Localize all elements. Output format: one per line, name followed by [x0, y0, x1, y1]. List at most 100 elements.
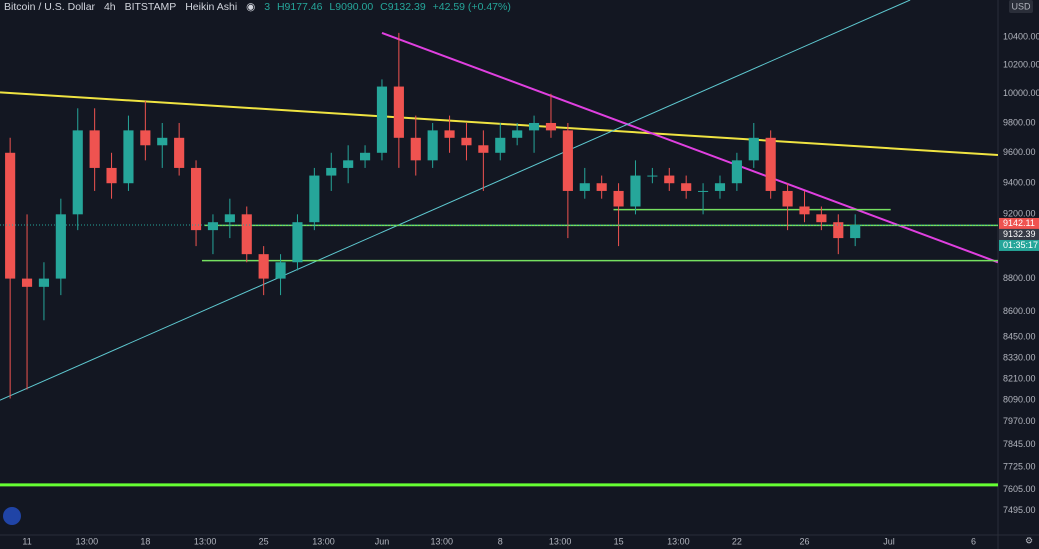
- y-tick-label: 7605.00: [1003, 484, 1036, 494]
- countdown-tag: [999, 239, 1039, 251]
- candle-body: [326, 167, 337, 176]
- price-tag: [999, 228, 1039, 240]
- x-tick-label: 13:00: [431, 536, 454, 546]
- candle-body: [714, 183, 726, 191]
- x-tick-label: 22: [732, 536, 742, 546]
- candle-body: [38, 278, 50, 287]
- currency-box[interactable]: [1009, 0, 1033, 13]
- candle-body: [359, 152, 371, 161]
- y-tick-label: 10000.00: [1003, 88, 1039, 98]
- x-tick-label: 13:00: [549, 536, 572, 546]
- y-tick-label: 8800.00: [1003, 273, 1036, 283]
- x-tick-label: Jun: [375, 536, 390, 546]
- y-tick-label: 8450.00: [1003, 332, 1036, 342]
- candle-body: [410, 137, 421, 161]
- y-tick-label: 8210.00: [1003, 373, 1036, 383]
- candle-body: [731, 160, 742, 184]
- candle-body: [224, 214, 235, 223]
- series: [0, 0, 998, 487]
- eye-icon[interactable]: ◉: [246, 1, 256, 13]
- trend-line: [0, 0, 911, 401]
- candle-body: [343, 160, 354, 168]
- candle-body: [765, 137, 776, 191]
- countdown: 01:35:17: [1003, 240, 1038, 250]
- candle-body: [816, 214, 827, 223]
- candle-body: [190, 167, 202, 231]
- candle-body: [630, 175, 641, 207]
- candle-body: [562, 130, 573, 191]
- header-high: H9177.46: [276, 1, 323, 13]
- trend-line: [0, 91, 998, 157]
- x-tick-label: Jul: [883, 536, 895, 546]
- y-tick-label: 9200.00: [1003, 209, 1036, 219]
- header-close: C9132.39: [380, 1, 426, 13]
- candle-body: [596, 183, 607, 191]
- candle-body: [461, 137, 472, 146]
- symbol[interactable]: Bitcoin / U.S. Dollar: [4, 1, 96, 13]
- header-low: L9090.00: [329, 1, 374, 13]
- candle-body: [123, 130, 134, 184]
- candle-body: [444, 130, 455, 138]
- x-tick-label: 26: [799, 536, 809, 546]
- x-tick-label: 6: [971, 536, 976, 546]
- price-axis-bg: [998, 0, 1039, 549]
- candle-body: [495, 137, 506, 153]
- y-tick-label: 8090.00: [1003, 395, 1036, 405]
- price-tag-label: 9142.11: [1003, 218, 1035, 228]
- candle-body: [21, 278, 33, 287]
- candle-body: [748, 137, 759, 161]
- candle-body: [258, 254, 269, 279]
- candle-body: [681, 183, 692, 191]
- candle-body: [782, 190, 793, 207]
- y-tick-label: 9600.00: [1003, 147, 1036, 157]
- x-tick-label: 13:00: [667, 536, 690, 546]
- candle-body: [664, 175, 675, 184]
- header-extra: 3: [264, 1, 271, 13]
- y-tick-label: 7970.00: [1003, 416, 1036, 426]
- x-tick-label: 18: [140, 536, 150, 546]
- candle-body: [528, 122, 540, 131]
- exchange: BITSTAMP: [124, 1, 177, 13]
- candle-body: [427, 130, 438, 161]
- y-tick-label: 10200.00: [1003, 60, 1039, 70]
- header-change: +42.59 (+0.47%): [432, 1, 511, 13]
- candle-body: [647, 175, 658, 177]
- chart-style: Heikin Ashi: [185, 1, 238, 13]
- candle-body: [545, 122, 557, 131]
- y-tick-label: 8600.00: [1003, 306, 1036, 316]
- x-tick-label: 8: [498, 536, 503, 546]
- candle-body: [376, 86, 388, 153]
- logo-circle[interactable]: [3, 507, 21, 525]
- x-tick-label: 13:00: [76, 536, 99, 546]
- candle-body: [478, 145, 489, 153]
- candle-body: [613, 190, 624, 207]
- x-tick-label: 13:00: [312, 536, 335, 546]
- candle-body: [55, 214, 66, 279]
- price-tag-label: 9132.39: [1003, 229, 1036, 239]
- interval[interactable]: 4h: [103, 1, 116, 13]
- candle-body: [698, 190, 709, 192]
- y-tick-label: 7495.00: [1003, 505, 1036, 515]
- currency[interactable]: USD: [1011, 1, 1031, 11]
- candle-body: [157, 137, 168, 146]
- header: Bitcoin / U.S. Dollar 4h BITSTAMP Heikin…: [4, 1, 515, 13]
- candle-body: [140, 130, 151, 146]
- candle-body: [89, 130, 100, 168]
- plot-area: [0, 0, 998, 487]
- settings-icon[interactable]: ⚙: [1025, 535, 1033, 545]
- y-tick-label: 7845.00: [1003, 439, 1036, 449]
- candle-body: [799, 206, 810, 215]
- candle-body: [292, 222, 303, 263]
- candle-body: [241, 214, 252, 255]
- candle-body: [833, 222, 844, 239]
- x-tick-label: 25: [259, 536, 269, 546]
- y-tick-label: 9800.00: [1003, 117, 1036, 127]
- candle-body: [850, 224, 861, 239]
- y-tick-label: 9400.00: [1003, 178, 1036, 188]
- x-tick-label: 13:00: [194, 536, 217, 546]
- y-tick-label: 10400.00: [1003, 31, 1039, 41]
- logo[interactable]: [3, 507, 21, 525]
- candle-body: [5, 152, 16, 279]
- candle-body: [393, 86, 404, 138]
